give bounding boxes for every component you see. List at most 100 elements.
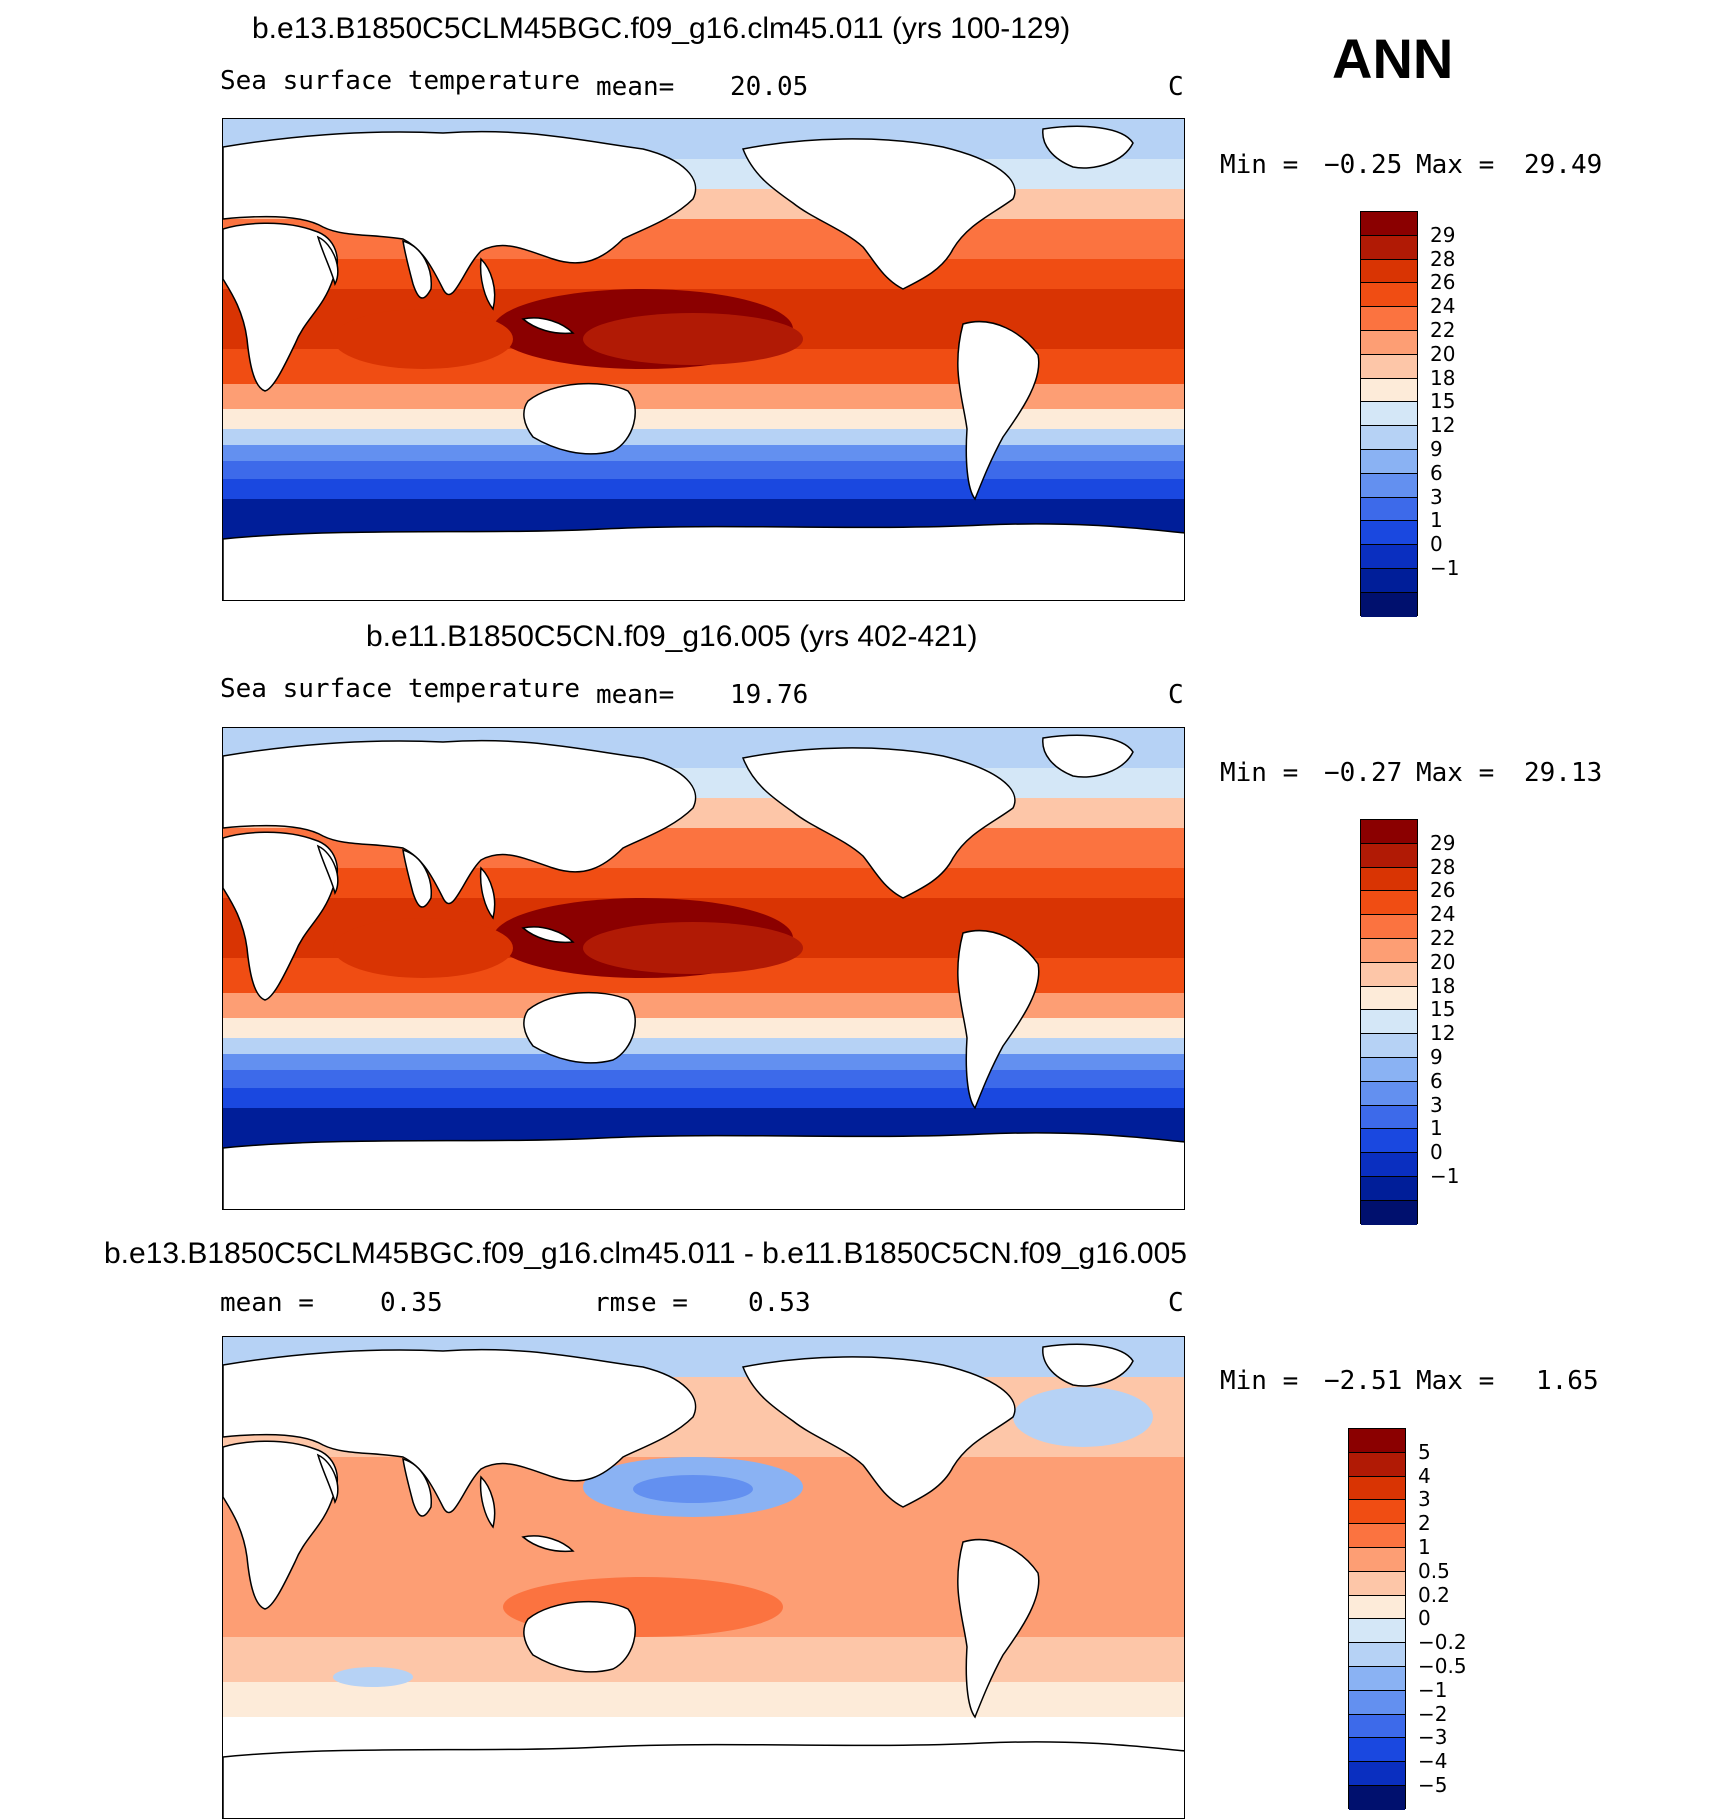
colorbar-tick-label: 1 <box>1430 1116 1443 1141</box>
panel1-colorbar: 29 28 26 24 22 20 18 15 12 9 6 3 1 0 −1 <box>1360 211 1498 617</box>
panel3-title: b.e13.B1850C5CLM45BGC.f09_g16.clm45.011 … <box>104 1237 1187 1270</box>
panel3-colorbar: 5 4 3 2 1 0.5 0.2 0 −0.2 −0.5 −1 −2 −3 −4 −5 <box>1348 1428 1486 1810</box>
sst-band <box>223 259 1184 289</box>
panel2-colorbar: 29 28 26 24 22 20 18 15 12 9 6 3 1 0 −1 <box>1360 819 1498 1225</box>
colorbar-swatch <box>1349 1643 1405 1667</box>
colorbar-swatch <box>1361 986 1417 1011</box>
land-mass <box>521 317 575 335</box>
colorbar-tick-label: −0.5 <box>1418 1654 1467 1678</box>
land-mass <box>316 1453 339 1505</box>
colorbar-swatch <box>1349 1547 1405 1572</box>
sst-band <box>223 429 1184 445</box>
warm-pool <box>583 313 803 365</box>
colorbar-tick-label: 0 <box>1430 532 1443 557</box>
colorbar-swatch <box>1361 1010 1417 1035</box>
land-mass <box>741 747 1016 899</box>
panel3-min-label: Min = <box>1220 1366 1299 1396</box>
sst-band <box>223 1070 1184 1088</box>
panel3-min-value: −2.51 <box>1324 1366 1403 1396</box>
land-mass <box>223 831 338 1001</box>
colorbar-swatch <box>1361 402 1417 427</box>
colorbar-tick-label: 0.5 <box>1418 1558 1450 1583</box>
colorbar-tick-label: 15 <box>1430 389 1456 414</box>
panel3-units: C <box>1168 1288 1184 1318</box>
land-mass <box>223 222 338 392</box>
colorbar-tick-label: 29 <box>1430 830 1456 855</box>
colorbar-swatch <box>1349 1595 1405 1620</box>
colorbar-swatch <box>1361 962 1417 987</box>
colorbar-swatch <box>1349 1571 1405 1596</box>
colorbar-swatch <box>1361 545 1417 569</box>
colorbar-swatch <box>1361 235 1417 260</box>
colorbar-tick-label: −2 <box>1418 1701 1448 1726</box>
colorbar-swatch <box>1361 307 1417 331</box>
colorbar-tick-label: 20 <box>1430 949 1456 974</box>
colorbar-tick-label: 20 <box>1430 341 1456 366</box>
panel2-min-label: Min = <box>1220 758 1299 788</box>
land-mass <box>521 1535 575 1553</box>
land-mass <box>521 926 575 944</box>
colorbar-swatch <box>1361 1105 1417 1130</box>
colorbar-tick-label: 12 <box>1430 413 1456 438</box>
colorbar-swatch <box>1349 1500 1405 1525</box>
colorbar-tick-label: 26 <box>1430 270 1456 295</box>
land-mass <box>1042 734 1134 778</box>
panel1-min-value: −0.25 <box>1324 150 1403 180</box>
panel3-map <box>222 1336 1185 1819</box>
anomaly-blob <box>633 1475 753 1503</box>
land-mass <box>223 739 697 905</box>
panel3-max-value: 1.65 <box>1536 1366 1599 1396</box>
colorbar-tick-label: 18 <box>1430 973 1456 998</box>
land-mass <box>402 1457 432 1517</box>
land-mass <box>523 991 636 1064</box>
colorbar-tick-label: 3 <box>1418 1487 1431 1512</box>
colorbar-tick-label: 1 <box>1430 508 1443 533</box>
colorbar-tick-label: 12 <box>1430 1021 1456 1046</box>
colorbar-swatch <box>1349 1785 1405 1810</box>
land-mass <box>479 866 496 920</box>
panel1-units: C <box>1168 72 1184 102</box>
colorbar-swatch <box>1361 378 1417 403</box>
sst-band <box>223 993 1184 1018</box>
colorbar-swatch <box>1349 1762 1405 1786</box>
land-mass <box>957 929 1040 1110</box>
land-mass <box>523 1600 636 1673</box>
land-mass <box>223 523 1184 600</box>
land-mass <box>479 1475 496 1529</box>
colorbar-tick-label: 0 <box>1418 1606 1431 1631</box>
colorbar-tick-label: −1 <box>1430 556 1460 580</box>
anomaly-blob <box>333 1667 413 1687</box>
colorbar-swatch <box>1361 820 1417 844</box>
colorbar-swatch <box>1361 1057 1417 1082</box>
colorbar-swatch <box>1361 1153 1417 1177</box>
colorbar-swatch <box>1361 212 1417 236</box>
panel1-title: b.e13.B1850C5CLM45BGC.f09_g16.clm45.011 … <box>252 12 1071 45</box>
land-mass <box>223 1348 697 1514</box>
colorbar-tick-label: 6 <box>1430 460 1443 485</box>
colorbar-tick-label: 0 <box>1430 1140 1443 1165</box>
land-mass <box>223 1440 338 1610</box>
colorbar-tick-label: 0.2 <box>1418 1582 1450 1607</box>
colorbar-swatch <box>1361 1129 1417 1154</box>
colorbar-swatch <box>1361 938 1417 963</box>
sst-band <box>223 409 1184 429</box>
colorbar-tick-label: 28 <box>1430 854 1456 879</box>
colorbar-tick-label: −4 <box>1418 1749 1448 1774</box>
land-mass <box>402 848 432 908</box>
colorbar-swatch <box>1361 354 1417 379</box>
panel3-rmse-value: 0.53 <box>748 1288 811 1318</box>
land-mass <box>741 1356 1016 1508</box>
panel2-max-value: 29.13 <box>1524 758 1603 788</box>
colorbar-tick-label: 9 <box>1430 1045 1443 1069</box>
panel3-mean-label: mean = <box>220 1288 314 1318</box>
colorbar-tick-label: −1 <box>1418 1677 1448 1702</box>
panel1-mean-value: 20.05 <box>730 72 809 102</box>
colorbar-swatch <box>1361 426 1417 450</box>
panel2-min-value: −0.27 <box>1324 758 1403 788</box>
colorbar-tick-label: 1 <box>1418 1535 1431 1559</box>
sst-band <box>223 1054 1184 1070</box>
colorbar-swatch <box>1361 330 1417 355</box>
warm-pool <box>333 309 513 369</box>
panel3-rmse-label: rmse = <box>594 1288 688 1318</box>
colorbar-tick-label: 22 <box>1430 318 1456 342</box>
